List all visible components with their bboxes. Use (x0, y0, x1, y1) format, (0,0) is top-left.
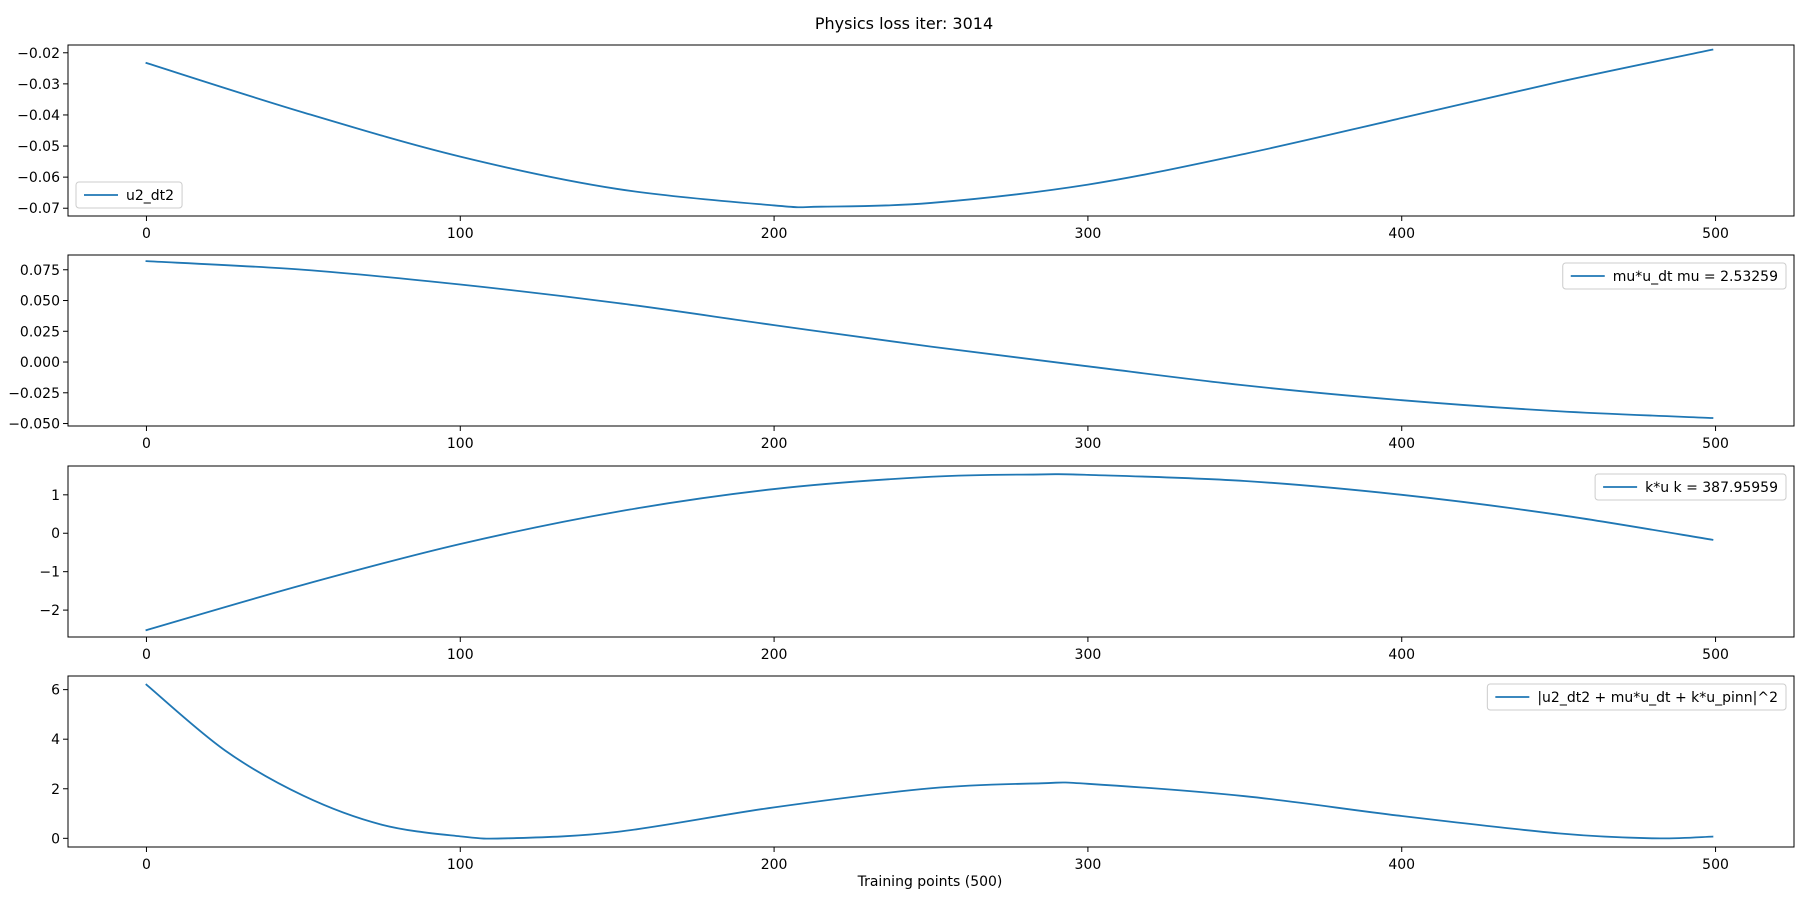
legend: k*u k = 387.95959 (1594, 473, 1787, 501)
legend: mu*u_dt mu = 2.53259 (1562, 262, 1787, 290)
x-tick-label: 100 (447, 647, 474, 663)
x-tick-label: 500 (1702, 226, 1729, 242)
subplot-2: 0 100 200 300 400 500 −0.050 −0.025 0.000 0.025 0.… (8, 254, 1795, 452)
legend-box (1562, 262, 1787, 290)
y-tick-label: 0.000 (20, 355, 60, 371)
x-tick-label: 200 (761, 436, 788, 452)
legend-label: u2_dt2 (126, 188, 174, 204)
x-tick-label: 300 (1075, 226, 1102, 242)
y-tick-label: −0.025 (8, 386, 60, 402)
legend-box (1486, 683, 1787, 711)
axes-frame (67, 254, 1795, 427)
x-tick-label: 0 (142, 857, 151, 873)
y-tick-label: −0.050 (8, 417, 60, 433)
x-tick-label: 400 (1388, 647, 1415, 663)
y-tick-label: 0.050 (20, 294, 60, 310)
subplot-1: 0 100 200 300 400 500 −0.07 −0.06 −0.05 −0.04 −0.0… (17, 44, 1795, 242)
x-tick-label: 0 (142, 436, 151, 452)
x-tick-label: 200 (761, 647, 788, 663)
x-tick-label: 100 (447, 436, 474, 452)
x-tick-label: 500 (1702, 857, 1729, 873)
y-tick-label: 4 (51, 732, 60, 748)
x-tick-label: 200 (761, 226, 788, 242)
y-tick-label: −2 (39, 603, 60, 619)
legend: u2_dt2 (75, 181, 183, 209)
x-tick-label: 400 (1388, 226, 1415, 242)
x-tick-label: 300 (1075, 647, 1102, 663)
y-tick-label: −0.05 (17, 139, 60, 155)
x-tick-label: 500 (1702, 436, 1729, 452)
y-tick-label: −0.02 (17, 46, 60, 62)
y-tick-label: 0.075 (20, 263, 60, 279)
series-line-4-1 (145, 683, 1714, 840)
x-tick-label: 400 (1388, 436, 1415, 452)
y-tick-label: 2 (51, 782, 60, 798)
series-line-2-1 (145, 260, 1714, 419)
legend-label: |u2_dt2 + mu*u_dt + k*u_pinn|^2 (1537, 690, 1778, 706)
y-tick-label: 0 (51, 526, 60, 542)
y-tick-label: −1 (39, 565, 60, 581)
x-tick-label: 100 (447, 226, 474, 242)
x-tick-label: 400 (1388, 857, 1415, 873)
y-tick-label: 0 (51, 831, 60, 847)
legend-label: mu*u_dt mu = 2.53259 (1613, 269, 1778, 285)
x-tick-label: 0 (142, 226, 151, 242)
legend-box (75, 181, 183, 209)
axes-frame (67, 44, 1795, 217)
subplot-3: 0 100 200 300 400 500 −2 −1 0 1 k*u k = 387.95959 (39, 465, 1795, 663)
subplot-stack: 0 100 200 300 400 500−0.07−0.06−0.05−0.04−0.0… (8, 44, 1795, 873)
legend-label: k*u k = 387.95959 (1645, 480, 1778, 496)
x-tick-label: 500 (1702, 647, 1729, 663)
y-tick-label: −0.03 (17, 77, 60, 93)
legend: |u2_dt2 + mu*u_dt + k*u_pinn|^2 (1486, 683, 1787, 711)
y-tick-label: −0.07 (17, 201, 60, 217)
legend-box (1594, 473, 1787, 501)
x-tick-label: 300 (1075, 857, 1102, 873)
series-line-3-1 (145, 473, 1714, 632)
series-line-1-1 (145, 48, 1714, 209)
axes-frame (67, 675, 1795, 848)
x-tick-label: 0 (142, 647, 151, 663)
x-tick-label: 300 (1075, 436, 1102, 452)
y-tick-label: 6 (51, 683, 60, 699)
subplot-4: 0 100 200 300 400 500 0 2 4 6 |u2_dt2 + mu*u_dt + … (51, 675, 1795, 873)
x-axis-label: Training points (500) (857, 874, 1003, 890)
y-tick-label: −0.04 (17, 108, 60, 124)
y-tick-label: −0.06 (17, 170, 60, 186)
axes-frame (67, 465, 1795, 638)
y-tick-label: 0.025 (20, 324, 60, 340)
figure-title: Physics loss iter: 3014 (815, 14, 993, 33)
x-tick-label: 100 (447, 857, 474, 873)
y-tick-label: 1 (51, 488, 60, 504)
x-tick-label: 200 (761, 857, 788, 873)
